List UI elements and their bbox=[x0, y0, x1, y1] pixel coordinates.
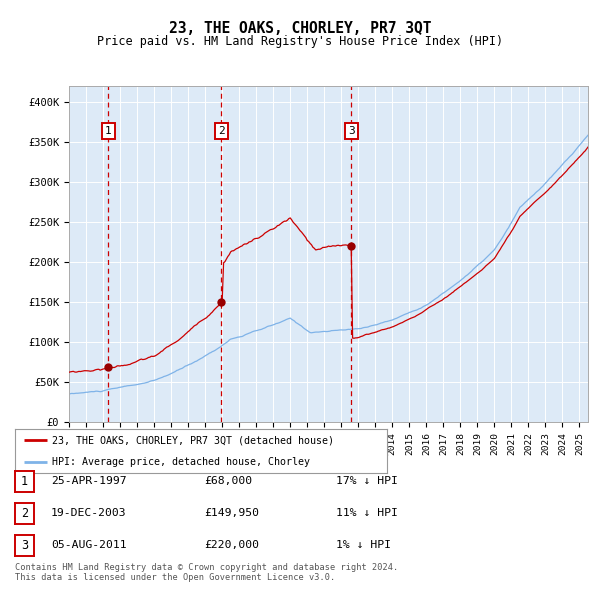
Text: 3: 3 bbox=[348, 126, 355, 136]
Text: 23, THE OAKS, CHORLEY, PR7 3QT: 23, THE OAKS, CHORLEY, PR7 3QT bbox=[169, 21, 431, 35]
Text: 2: 2 bbox=[218, 126, 225, 136]
Text: £220,000: £220,000 bbox=[204, 540, 259, 550]
Text: 11% ↓ HPI: 11% ↓ HPI bbox=[336, 509, 398, 518]
Text: 23, THE OAKS, CHORLEY, PR7 3QT (detached house): 23, THE OAKS, CHORLEY, PR7 3QT (detached… bbox=[52, 435, 334, 445]
Text: Contains HM Land Registry data © Crown copyright and database right 2024.
This d: Contains HM Land Registry data © Crown c… bbox=[15, 563, 398, 582]
Text: 1% ↓ HPI: 1% ↓ HPI bbox=[336, 540, 391, 550]
Text: 05-AUG-2011: 05-AUG-2011 bbox=[51, 540, 127, 550]
Text: £68,000: £68,000 bbox=[204, 477, 252, 486]
Text: £149,950: £149,950 bbox=[204, 509, 259, 518]
Text: Price paid vs. HM Land Registry's House Price Index (HPI): Price paid vs. HM Land Registry's House … bbox=[97, 35, 503, 48]
Text: 1: 1 bbox=[21, 475, 28, 488]
Text: 17% ↓ HPI: 17% ↓ HPI bbox=[336, 477, 398, 486]
Text: 3: 3 bbox=[21, 539, 28, 552]
Text: 25-APR-1997: 25-APR-1997 bbox=[51, 477, 127, 486]
Text: 2: 2 bbox=[21, 507, 28, 520]
Text: 19-DEC-2003: 19-DEC-2003 bbox=[51, 509, 127, 518]
Text: 1: 1 bbox=[105, 126, 112, 136]
Text: HPI: Average price, detached house, Chorley: HPI: Average price, detached house, Chor… bbox=[52, 457, 310, 467]
